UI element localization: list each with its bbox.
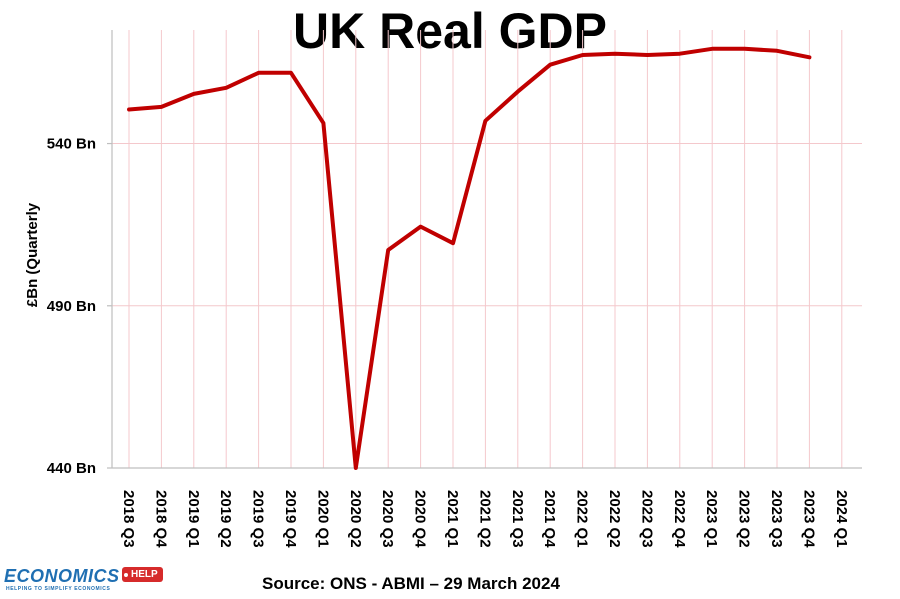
x-tick-label: 2022 Q3 — [638, 490, 655, 548]
x-tick-label: 2021 Q3 — [509, 490, 526, 548]
data-point — [710, 47, 714, 51]
vertical-gridlines — [128, 30, 843, 468]
data-point — [159, 105, 163, 109]
x-tick-label: 2022 Q1 — [574, 490, 591, 548]
data-point — [613, 52, 617, 56]
data-point — [354, 466, 358, 470]
x-tick-label: 2021 Q4 — [541, 490, 558, 548]
source-note: Source: ONS - ABMI – 29 March 2024 — [262, 574, 560, 593]
x-tick-label: 2024 Q1 — [833, 490, 850, 548]
logo-tagline: HELPING TO SIMPLIFY ECONOMICS — [6, 586, 111, 592]
x-tick-label: 2019 Q1 — [185, 490, 202, 548]
x-tick-label: 2019 Q3 — [250, 490, 267, 548]
y-tick-labels: 440 Bn 490 Bn 540 Bn — [47, 136, 96, 477]
data-point — [257, 71, 261, 75]
x-tick-label: 2018 Q4 — [152, 490, 169, 548]
data-point — [386, 248, 390, 252]
data-point — [516, 90, 520, 94]
series-group — [127, 46, 812, 470]
y-tick-label: 540 Bn — [47, 136, 96, 153]
y-tick-label: 440 Bn — [47, 460, 96, 477]
x-tick-label: 2023 Q2 — [736, 490, 753, 548]
x-tick-label: 2023 Q3 — [768, 490, 785, 548]
data-point — [192, 92, 196, 96]
x-tick-label: 2020 Q3 — [379, 490, 396, 548]
x-tick-label: 2019 Q2 — [217, 490, 234, 548]
data-point — [321, 121, 325, 125]
x-tick-label: 2019 Q4 — [282, 490, 299, 548]
data-point — [645, 53, 649, 57]
x-tick-label: 2023 Q4 — [800, 490, 817, 548]
data-point — [483, 119, 487, 123]
x-tick-label: 2021 Q1 — [444, 490, 461, 548]
data-point — [419, 225, 423, 229]
data-point — [289, 71, 293, 75]
axes — [107, 30, 862, 469]
x-tick-label: 2020 Q2 — [347, 490, 364, 548]
data-point — [775, 49, 779, 53]
data-point — [678, 52, 682, 56]
data-point — [743, 47, 747, 51]
horizontal-gridlines — [112, 143, 862, 307]
x-tick-label: 2023 Q1 — [703, 490, 720, 548]
x-tick-labels: 2018 Q3 2018 Q4 2019 Q1 2019 Q2 2019 Q3 2019 … — [120, 490, 850, 548]
data-point — [807, 55, 811, 59]
logo-word: ECONOMICS — [4, 566, 120, 586]
x-tick-label: 2020 Q4 — [412, 490, 429, 548]
data-point — [127, 107, 131, 111]
data-point — [581, 53, 585, 57]
data-point — [224, 86, 228, 90]
series-line — [127, 46, 812, 470]
x-tick-label: 2018 Q3 — [120, 490, 137, 548]
data-point — [451, 241, 455, 245]
x-tick-label: 2021 Q2 — [476, 490, 493, 548]
y-tick-label: 490 Bn — [47, 298, 96, 315]
data-point — [548, 63, 552, 67]
x-tick-label: 2022 Q4 — [671, 490, 688, 548]
y-axis-label: £Bn (Quarterly — [24, 202, 41, 307]
x-tick-label: 2020 Q1 — [314, 490, 331, 548]
economics-help-logo: ECONOMICS HELP HELPING TO SIMPLIFY ECONO… — [4, 566, 164, 596]
chart-title: UK Real GDP — [293, 3, 607, 59]
logo-tag: HELP — [122, 567, 163, 582]
x-tick-label: 2022 Q2 — [606, 490, 623, 548]
